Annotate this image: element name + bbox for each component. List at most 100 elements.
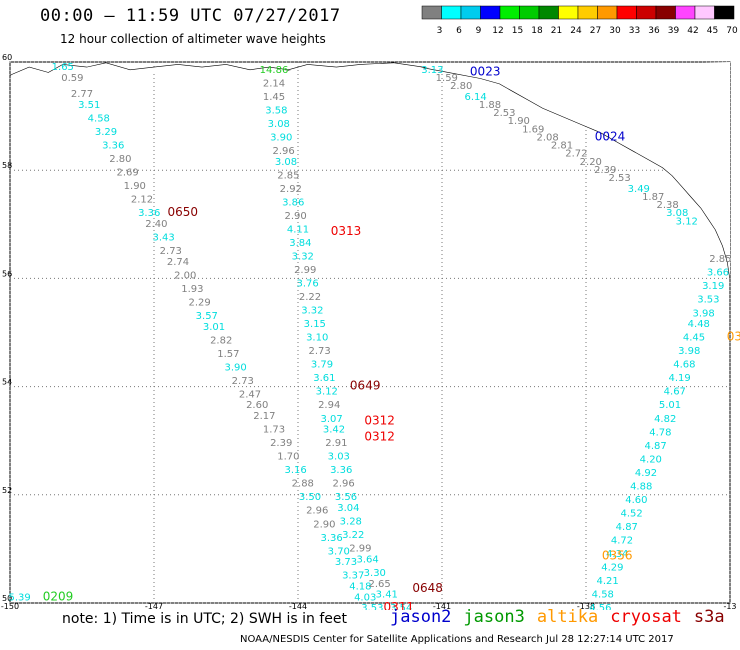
wave-height-value: 3.51 (78, 100, 100, 111)
wave-height-value: 2.74 (167, 257, 189, 268)
wave-height-value: 4.58 (88, 114, 110, 125)
wave-height-value: 4.56 (589, 603, 611, 610)
wave-height-value: 1.73 (263, 425, 285, 436)
wave-height-value: 3.13 (421, 65, 443, 76)
lon-tick-label: -13 (723, 602, 736, 610)
wave-height-value: 3.04 (337, 503, 359, 514)
wave-height-value: 2.96 (272, 146, 294, 157)
wave-height-value: 1.69 (522, 124, 544, 135)
wave-height-value: 3.90 (224, 362, 246, 373)
wave-height-value: 2.69 (116, 168, 138, 179)
wave-height-value: 3.66 (707, 268, 729, 279)
wave-height-value: 2.96 (332, 479, 354, 490)
footnote: note: 1) Time is in UTC; 2) SWH is in fe… (62, 611, 348, 627)
wave-height-value: 2.91 (325, 438, 347, 449)
pass-time-label: 0312 (364, 430, 395, 444)
pass-time-label: 0311 (384, 600, 415, 610)
wave-height-value: 5.01 (659, 400, 681, 411)
wave-height-value: 3.36 (330, 465, 352, 476)
wave-height-value: 4.11 (287, 224, 309, 235)
wave-height-value: 3.58 (265, 105, 287, 116)
wave-height-value: 2.81 (551, 141, 573, 152)
wave-height-value: 1.57 (217, 349, 239, 360)
satellite-altika: altika (536, 607, 599, 627)
wave-height-value: 4.19 (668, 373, 690, 384)
wave-height-value: 3.90 (270, 132, 292, 143)
wave-height-value: 2.39 (594, 165, 616, 176)
lon-tick-label: -138 (577, 602, 595, 610)
wave-height-value: 3.76 (296, 279, 318, 290)
pass-time-label: 0312 (364, 413, 395, 427)
wave-height-value: 1.87 (642, 192, 664, 203)
pass-time-label: 0209 (43, 589, 74, 603)
lat-tick-label: 58 (2, 161, 12, 170)
scale-label: 3 (437, 26, 443, 36)
pass-time-label: 0648 (412, 581, 443, 595)
scale-label: 18 (531, 26, 543, 36)
pass-time-label: 0650 (168, 205, 199, 219)
wave-height-value: 5.39 (8, 592, 30, 603)
satellite-s3a: s3a (693, 607, 725, 627)
wave-height-value: 3.12 (316, 387, 338, 398)
scale-label: 24 (570, 26, 582, 36)
wave-height-value: 1.59 (436, 73, 458, 84)
wave-height-value: 4.45 (683, 333, 705, 344)
wave-height-value: 2.20 (580, 157, 602, 168)
wave-height-value: 1.65 (52, 62, 74, 73)
wave-height-value: 4.60 (625, 495, 647, 506)
wave-height-value: 3.32 (292, 251, 314, 262)
scale-swatch (714, 5, 735, 20)
wave-height-value: 4.52 (620, 508, 642, 519)
wave-height-value: 3.19 (702, 281, 724, 292)
pass-time-label: 0355 (727, 330, 740, 344)
scale-label: 33 (629, 26, 640, 36)
credit-line: NOAA/NESDIS Center for Satellite Applica… (240, 634, 674, 645)
wave-height-value: 2.77 (71, 89, 93, 100)
wave-height-value: 3.56 (335, 492, 357, 503)
wave-height-value: 3.84 (289, 238, 311, 249)
wave-height-value: 2.82 (210, 335, 232, 346)
lat-tick-label: 50 (2, 594, 12, 603)
wave-height-value: 3.36 (102, 141, 124, 152)
wave-height-value: 2.47 (239, 389, 261, 400)
wave-height-value: 3.53 (697, 295, 719, 306)
wave-height-value: 2.73 (308, 346, 330, 357)
wave-height-value: 2.17 (253, 411, 275, 422)
wave-height-value: 2.29 (188, 297, 210, 308)
scale-label: 42 (687, 26, 698, 36)
wave-height-value: 0.59 (61, 73, 83, 84)
wave-height-value: 2.94 (318, 400, 340, 411)
wave-height-value: 2.99 (294, 265, 316, 276)
wave-height-value: 2.73 (160, 246, 182, 257)
wave-height-value: 2.73 (232, 376, 254, 387)
wave-height-value: 3.61 (313, 373, 335, 384)
wave-height-value: 2.85 (709, 254, 731, 265)
satellite-jason2: jason2 (390, 607, 452, 627)
satellite-legend: jason2 jason3 altika cryosat s3a (390, 607, 737, 627)
wave-height-value: 3.36 (138, 208, 160, 219)
lon-tick-label: -150 (1, 602, 19, 610)
wave-height-value: 4.67 (664, 387, 686, 398)
wave-height-value: 2.39 (270, 438, 292, 449)
scale-label: 36 (648, 26, 660, 36)
wave-height-value: 4.03 (354, 592, 376, 603)
wave-height-value: 2.38 (656, 200, 678, 211)
wave-height-value: 3.73 (335, 557, 357, 568)
scale-label: 70 (726, 26, 738, 36)
wave-height-value: 2.99 (349, 544, 371, 555)
wave-height-value: 6.14 (464, 92, 486, 103)
wave-height-value: 3.36 (320, 533, 342, 544)
wave-height-value: 3.43 (152, 233, 174, 244)
wave-height-value: 3.86 (282, 197, 304, 208)
scale-label: 39 (668, 26, 680, 36)
wave-height-value: 3.49 (628, 184, 650, 195)
scale-label: 6 (456, 26, 462, 36)
wave-height-value: 3.07 (320, 414, 342, 425)
scale-label: 12 (492, 26, 503, 36)
wave-height-value: 4.29 (601, 563, 623, 574)
wave-height-value: 3.10 (306, 333, 328, 344)
satellite-cryosat: cryosat (610, 607, 682, 627)
wave-height-value: 3.37 (342, 571, 364, 582)
